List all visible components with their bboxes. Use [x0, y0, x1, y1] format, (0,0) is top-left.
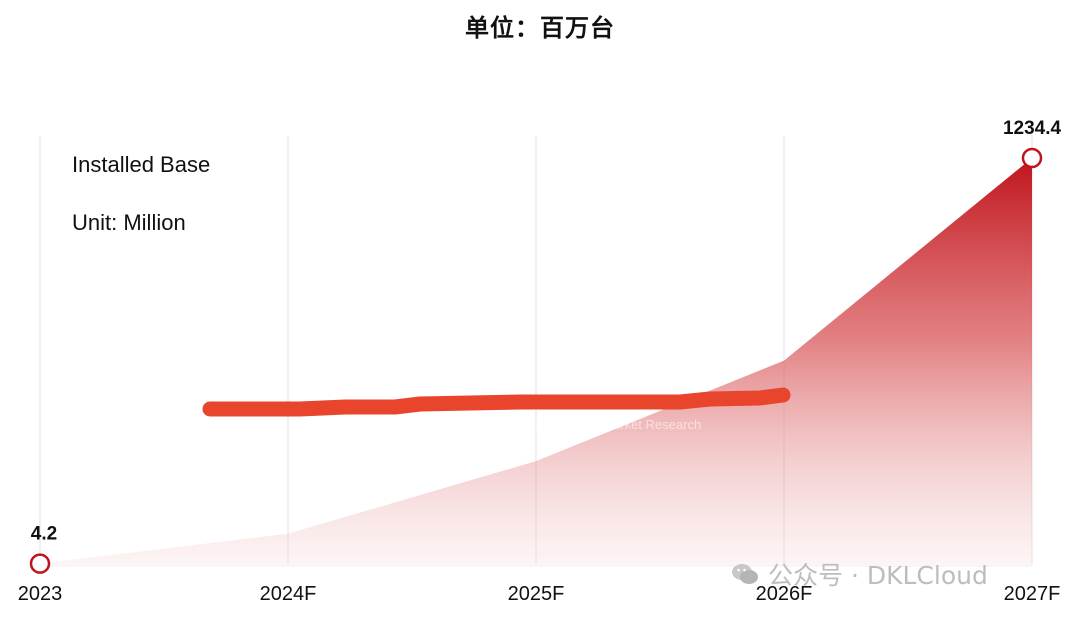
inset-unit: Unit: Million: [72, 210, 186, 235]
x-tick-label: 2025F: [508, 583, 565, 605]
label-layer: 2023 2024F 2025F 2026F 2027F 4.2 1234.4: [18, 118, 1062, 605]
area-layer: Technology Market Research: [40, 158, 1032, 565]
wechat-icon: [732, 564, 758, 584]
redaction-scribble: [202, 387, 791, 417]
data-label: 1234.4: [1003, 118, 1062, 139]
x-tick-label: 2026F: [756, 583, 813, 605]
chart-title: 单位：百万台: [465, 14, 615, 42]
x-tick-label: 2027F: [1004, 583, 1061, 605]
x-tick-label: 2023: [18, 583, 63, 605]
grid-layer: [39, 135, 1033, 567]
data-point-marker: [29, 553, 51, 574]
marker-layer: [29, 147, 1043, 574]
watermark: 公众号 · DKLCloud: [730, 556, 988, 592]
x-tick-label: 2024F: [260, 583, 317, 605]
data-point-marker: [1021, 147, 1043, 169]
scribble-layer: [202, 387, 791, 417]
watermark-text: 公众号 · DKLCloud: [768, 561, 988, 590]
inset-title: Installed Base: [72, 152, 211, 177]
chart-watermark-text: Technology Market Research: [533, 417, 701, 432]
area-series: [40, 158, 1032, 565]
data-label: 4.2: [31, 524, 57, 545]
